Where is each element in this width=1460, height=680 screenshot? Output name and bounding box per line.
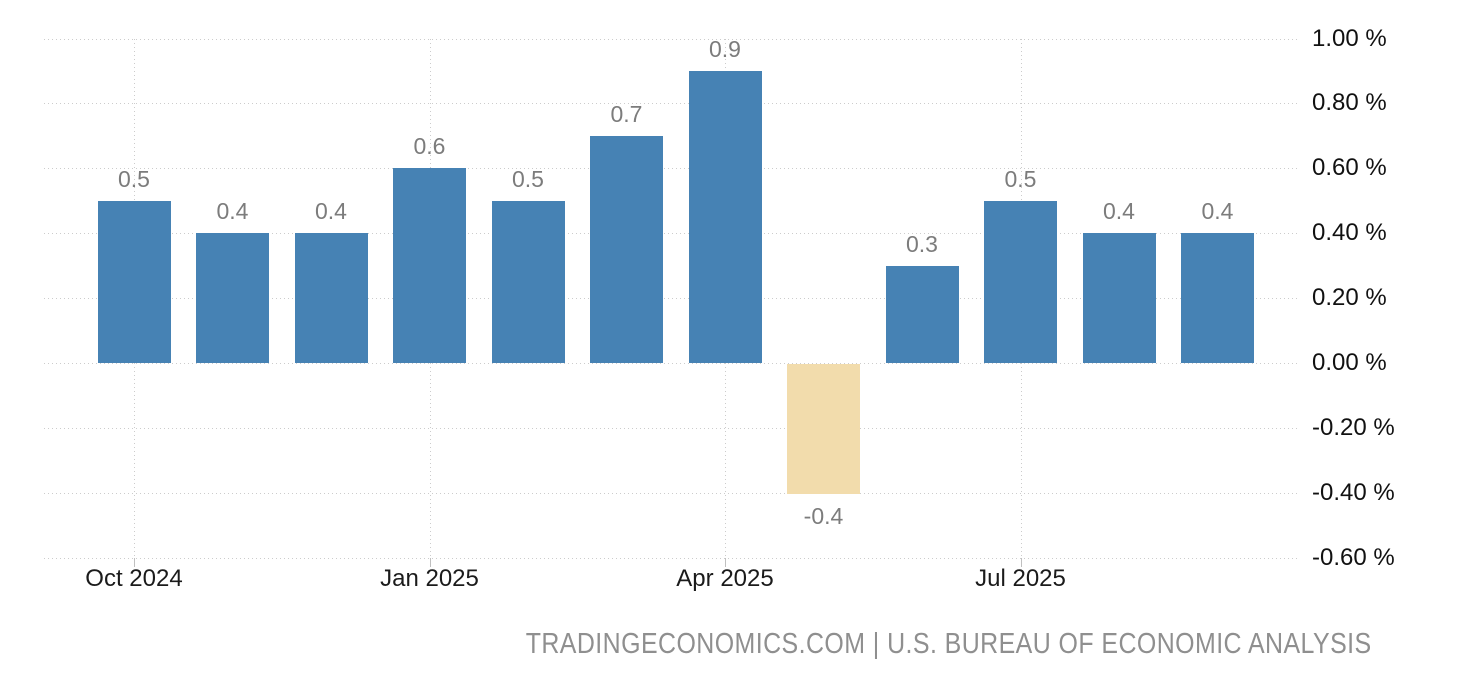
bar-value-label: 0.4: [1201, 198, 1234, 225]
bar-oct-2024: [97, 200, 171, 364]
gridline-horizontal: [44, 557, 1300, 559]
gridline-horizontal: [44, 298, 1300, 300]
bar-value-label: 0.5: [118, 165, 150, 192]
y-axis-tick-label: -0.20 %: [1312, 413, 1395, 441]
bar-value-label: 0.9: [709, 35, 741, 62]
gridline-horizontal: [44, 427, 1300, 429]
bar-may-2025: [787, 364, 860, 494]
y-axis-tick-label: 0.80 %: [1312, 89, 1387, 117]
gridline-horizontal: [44, 168, 1300, 170]
bar-dec-2024: [294, 233, 368, 363]
gridline-horizontal: [44, 103, 1300, 105]
gridline-horizontal: [44, 233, 1300, 235]
bar-value-label: -0.4: [803, 502, 844, 529]
gridline-horizontal: [44, 363, 1300, 364]
gridline-horizontal: [44, 492, 1300, 494]
footer-attribution: TRADINGECONOMICS.COM | U.S. BUREAU OF EC…: [526, 628, 1372, 660]
y-axis-tick-label: 0.00 %: [1312, 349, 1387, 376]
bar-value-label: 0.4: [315, 198, 347, 225]
bar-apr-2025: [688, 70, 762, 363]
x-axis-tick-mark: [725, 557, 726, 567]
y-axis-tick-label: 1.00 %: [1312, 24, 1387, 52]
y-axis-tick-label: 0.60 %: [1312, 154, 1387, 182]
y-axis-tick-label: 0.40 %: [1312, 219, 1387, 247]
x-axis-tick-label: Apr 2025: [676, 565, 774, 592]
x-axis-tick-label: Oct 2024: [85, 565, 183, 592]
bar-jan-2025: [393, 168, 466, 363]
x-axis-tick-mark: [429, 557, 431, 567]
bar-aug-2025: [1082, 233, 1156, 363]
x-axis-tick-mark: [134, 557, 135, 567]
bar-jun-2025: [885, 265, 959, 363]
x-axis-tick-label: Jan 2025: [380, 565, 479, 592]
x-axis-tick-label: Jul 2025: [975, 565, 1066, 592]
bar-mar-2025: [590, 135, 663, 363]
y-axis-tick-label: 0.20 %: [1312, 284, 1387, 312]
bar-value-label: 0.5: [1004, 165, 1037, 192]
bar-feb-2025: [491, 200, 565, 364]
bar-jul-2025: [984, 200, 1057, 364]
gridline-horizontal: [44, 38, 1300, 40]
bar-value-label: 0.7: [610, 100, 643, 127]
y-axis-tick-label: -0.40 %: [1312, 478, 1395, 506]
bar-sep-2025: [1181, 233, 1254, 363]
bar-value-label: 0.5: [512, 165, 544, 192]
bar-value-label: 0.6: [413, 133, 446, 160]
x-axis-tick-mark: [1020, 557, 1022, 567]
bar-value-label: 0.3: [906, 230, 938, 257]
y-axis-tick-label: -0.60 %: [1312, 543, 1395, 571]
bar-value-label: 0.4: [216, 198, 249, 225]
bar-nov-2024: [196, 233, 269, 363]
bar-value-label: 0.4: [1103, 198, 1135, 225]
